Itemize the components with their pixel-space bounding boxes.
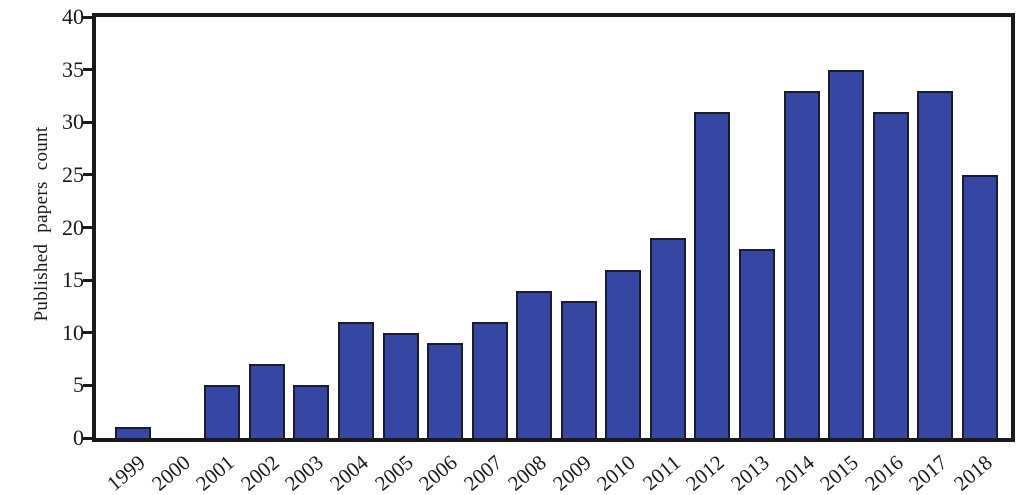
bar-2009	[560, 301, 597, 438]
plot-frame	[92, 13, 1015, 442]
y-tick-mark	[83, 68, 92, 72]
x-tick-label-2016: 2016	[859, 450, 908, 495]
bar-1999	[115, 427, 152, 438]
x-tick-label-2018: 2018	[948, 450, 997, 495]
bar-2017	[917, 91, 954, 438]
y-tick-label: 30	[62, 109, 84, 135]
x-tick-label-2009: 2009	[547, 450, 596, 495]
y-tick-mark	[83, 331, 92, 335]
y-tick-label: 0	[73, 425, 84, 450]
y-tick-label: 15	[62, 267, 84, 293]
bar-2013	[738, 249, 775, 438]
x-tick-label-2001: 2001	[191, 450, 240, 495]
x-tick-label-2008: 2008	[503, 450, 552, 495]
bar-2014	[783, 91, 820, 438]
x-tick-label-2003: 2003	[280, 450, 329, 495]
bar-2007	[471, 322, 508, 438]
bar-2012	[694, 112, 731, 438]
bar-2002	[248, 364, 285, 438]
bar-2018	[961, 175, 998, 438]
y-tick-mark	[83, 15, 92, 19]
y-tick-label: 40	[62, 4, 84, 29]
y-tick-mark	[83, 226, 92, 229]
x-tick-label-2005: 2005	[369, 450, 418, 495]
bar-2006	[427, 343, 464, 438]
x-tick-label-2017: 2017	[904, 450, 952, 495]
x-tick-label-2002: 2002	[236, 450, 284, 495]
x-tick-label-2000: 2000	[147, 450, 195, 495]
y-tick-label: 20	[62, 214, 84, 240]
y-tick-label: 25	[62, 161, 84, 187]
plot-area	[96, 17, 1011, 438]
bar-2016	[872, 112, 909, 438]
bar-2008	[516, 291, 553, 438]
y-tick-mark	[83, 278, 92, 282]
x-tick-label-2006: 2006	[414, 450, 462, 495]
y-tick-label: 5	[73, 372, 84, 398]
bar-2003	[293, 385, 330, 438]
y-tick-mark	[83, 173, 92, 177]
x-tick-label-2012: 2012	[681, 450, 730, 495]
x-tick-label-2004: 2004	[325, 450, 373, 495]
y-tick-mark	[83, 120, 92, 124]
y-tick-label: 35	[62, 56, 84, 82]
x-tick-label-2007: 2007	[458, 450, 507, 495]
x-tick-label-2010: 2010	[592, 450, 641, 495]
bar-2001	[204, 385, 241, 438]
y-tick-mark	[83, 436, 92, 440]
bar-2010	[605, 270, 642, 438]
x-tick-label-2011: 2011	[637, 450, 685, 495]
bar-2015	[828, 70, 865, 438]
x-tick-label-2015: 2015	[815, 450, 863, 495]
x-tick-label-2014: 2014	[770, 450, 819, 495]
y-tick-label: 10	[62, 319, 84, 345]
x-tick-label-1999: 1999	[102, 450, 151, 495]
bar-2011	[649, 238, 686, 438]
bar-2005	[382, 333, 419, 438]
bar-2004	[338, 322, 375, 438]
x-tick-label-2013: 2013	[726, 450, 774, 495]
y-tick-mark	[83, 383, 92, 387]
